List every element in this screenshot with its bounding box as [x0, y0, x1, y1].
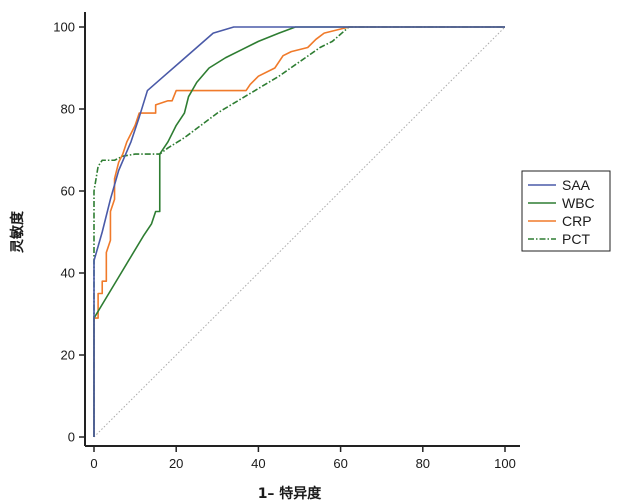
series-line-saa: [93, 26, 505, 437]
x-tick-label: 0: [90, 456, 97, 471]
legend: SAA WBC CRP PCT: [521, 170, 611, 252]
x-tick-label: 80: [416, 456, 430, 471]
x-tick-label: 20: [169, 456, 183, 471]
legend-label-pct: PCT: [562, 231, 590, 247]
y-tick-label: 40: [61, 266, 75, 281]
x-tick-label: 100: [494, 456, 516, 471]
x-tick-label: 40: [251, 456, 265, 471]
axes: 0 20 40 60 80 100 0 20 40 60 80 100 1– 特异度 灵敏度: [9, 12, 520, 502]
y-tick-label: 100: [53, 20, 75, 35]
x-tick-label: 60: [333, 456, 347, 471]
legend-label-crp: CRP: [562, 213, 592, 229]
series-line-pct: [93, 26, 505, 437]
x-axis-title: 1– 特异度: [258, 485, 323, 502]
series-line-wbc: [93, 26, 505, 437]
y-axis-title: 灵敏度: [9, 210, 26, 253]
plot-area: [93, 26, 506, 438]
y-tick-label: 60: [61, 184, 75, 199]
y-tick-label: 0: [68, 430, 75, 445]
series-line-crp: [93, 26, 505, 437]
reference-diagonal: [93, 26, 506, 438]
y-tick-label: 80: [61, 102, 75, 117]
legend-label-wbc: WBC: [562, 195, 595, 211]
legend-label-saa: SAA: [562, 177, 591, 193]
y-tick-label: 20: [61, 348, 75, 363]
